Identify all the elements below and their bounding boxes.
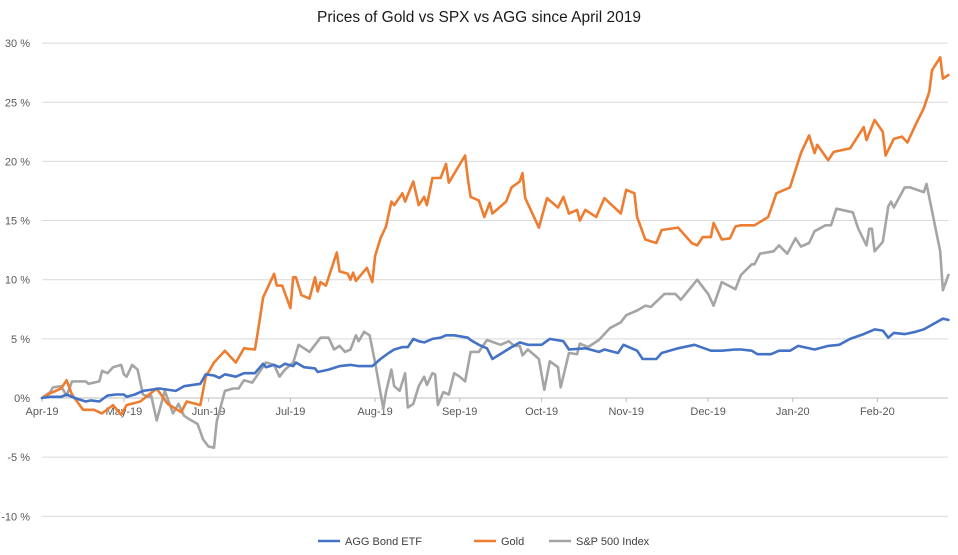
x-tick-label: Aug-19 [357,406,392,418]
series-line-agg-bond-etf [40,317,950,403]
x-tick-label: Dec-19 [690,406,725,418]
series-lines [40,55,950,450]
y-tick-label: 30 % [5,38,30,50]
legend-item: S&P 500 Index [549,536,650,548]
y-tick-label: 0% [14,393,30,405]
x-tick-label: Jul-19 [275,406,305,418]
x-axis: Apr-19 May-19 Jun-19 Jul-19 Aug-19 Sep-19 Oct-… [25,398,895,418]
legend-item: AGG Bond ETF [318,536,422,548]
y-tick-label: 5 % [11,334,30,346]
x-tick-label: Nov-19 [608,406,643,418]
y-tick-label: 25 % [5,97,30,109]
series-line-s-p-500-index [40,182,950,450]
x-tick-label: Sep-19 [442,406,477,418]
y-tick-label: -10 % [1,511,30,523]
x-tick-label: Jun-19 [192,406,226,418]
gridlines [42,42,948,517]
x-tick-label: Apr-19 [25,406,58,418]
series-line-gold [40,55,950,416]
y-tick-label: 10 % [5,275,30,287]
legend: AGG Bond ETF Gold S&P 500 Index [318,536,650,548]
legend-item: Gold [474,536,524,548]
y-tick-label: 20 % [5,156,30,168]
x-tick-label: Oct-19 [525,406,558,418]
y-axis: 30 % 25 % 20 % 15 % 10 % 5 % 0% -5 % -10 % [1,38,30,523]
legend-label: S&P 500 Index [576,536,650,548]
legend-label: Gold [501,536,524,548]
legend-label: AGG Bond ETF [345,536,422,548]
x-tick-label: Feb-20 [860,406,895,418]
x-tick-label: Jan-20 [776,406,810,418]
chart-title: Prices of Gold vs SPX vs AGG since April… [317,9,641,26]
y-tick-label: -5 % [7,452,30,464]
y-tick-label: 15 % [5,216,30,228]
